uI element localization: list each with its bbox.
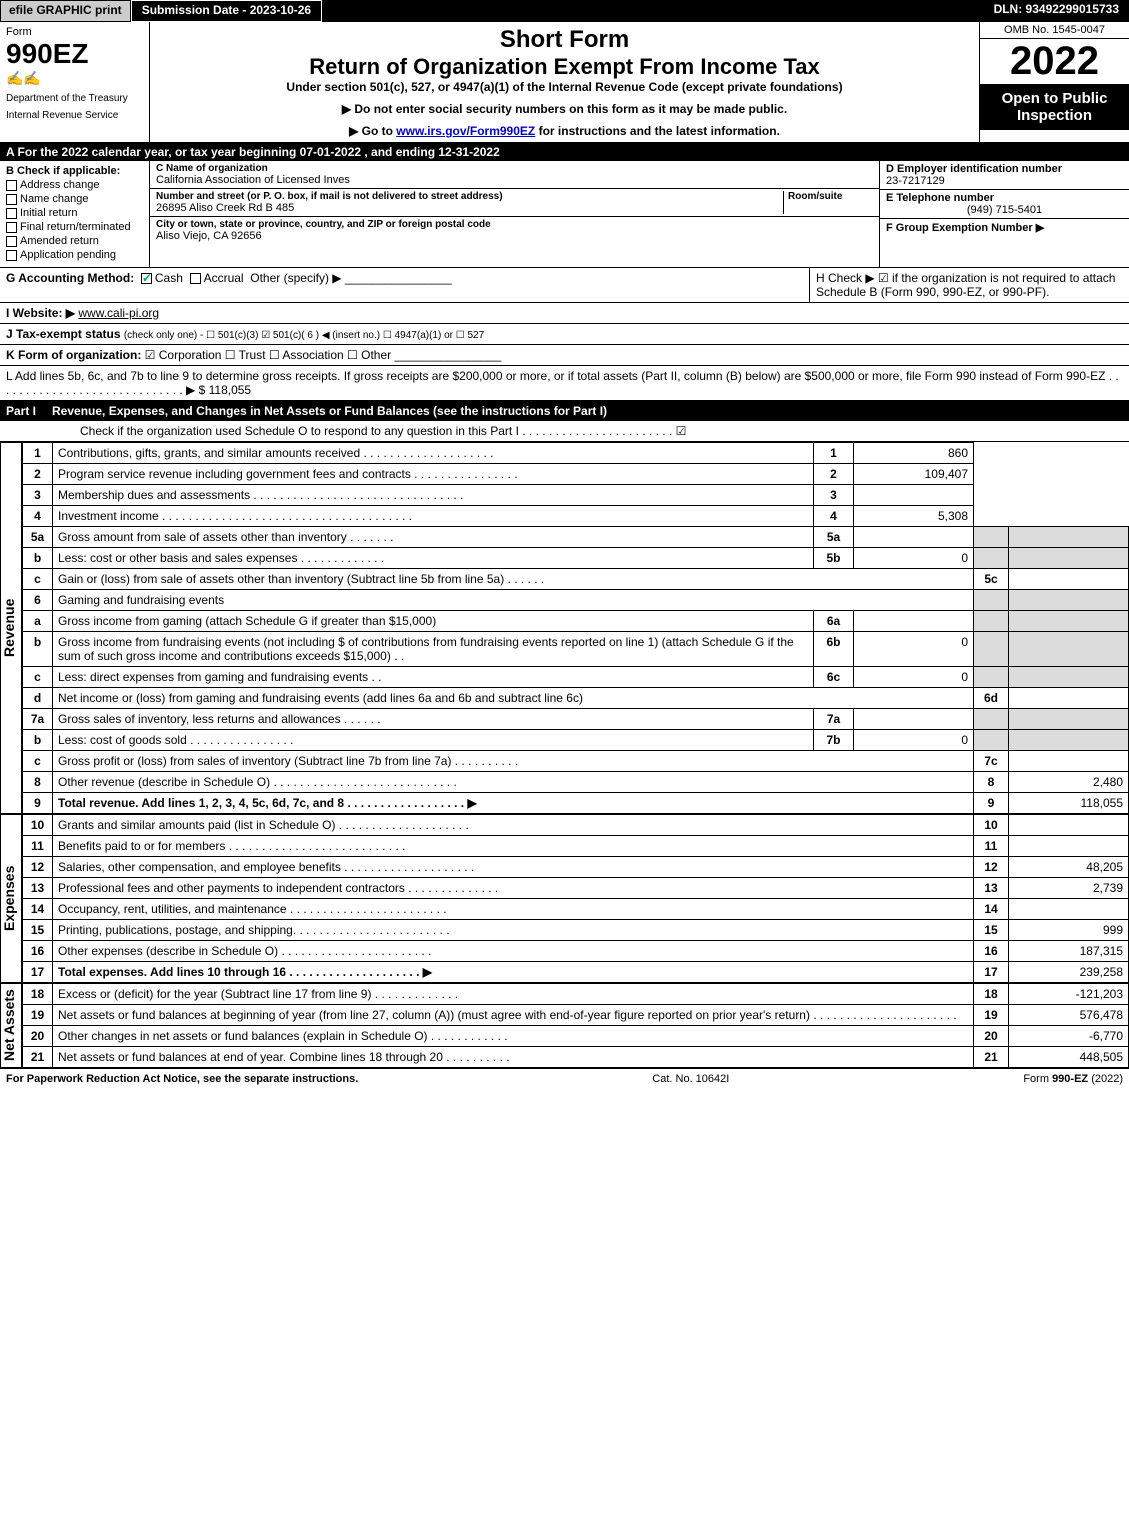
top-bar: efile GRAPHIC print Submission Date - 20… [0,0,1129,22]
group-exemption-label: F Group Exemption Number ▶ [886,221,1123,234]
check-cash[interactable] [141,273,152,284]
expenses-side-label: Expenses [0,814,22,983]
expenses-table: 10Grants and similar amounts paid (list … [22,814,1129,983]
addr-label: Number and street (or P. O. box, if mail… [156,191,783,202]
org-address: 26895 Aliso Creek Rd B 485 [156,202,783,214]
ein-value: 23-7217129 [886,175,1123,187]
check-amended-return[interactable]: Amended return [6,235,143,247]
check-initial-return[interactable]: Initial return [6,207,143,219]
website-label: I Website: ▶ [6,306,75,320]
footer-right: Form 990-EZ (2022) [1023,1073,1123,1085]
phone-label: E Telephone number [886,192,1123,204]
ssn-warning: ▶ Do not enter social security numbers o… [160,102,969,116]
footer-center: Cat. No. 10642I [652,1073,729,1085]
footer-left: For Paperwork Reduction Act Notice, see … [6,1073,358,1085]
open-inspection: Open to Public Inspection [980,84,1129,130]
form-title: Return of Organization Exempt From Incom… [160,54,969,80]
part1-label: Part I [6,404,52,418]
part1-title: Revenue, Expenses, and Changes in Net As… [52,404,1123,418]
netassets-side-label: Net Assets [0,983,22,1068]
section-b-label: B Check if applicable: [6,165,143,177]
section-bcdef: B Check if applicable: Address change Na… [0,161,1129,268]
revenue-table: 1Contributions, gifts, grants, and simil… [22,442,1129,814]
irs-link[interactable]: www.irs.gov/Form990EZ [396,124,535,138]
revenue-side-label: Revenue [0,442,22,814]
goto-pre: ▶ Go to [349,124,396,138]
form-header: Form 990EZ ✍✍ Department of the Treasury… [0,22,1129,143]
room-label: Room/suite [788,191,873,202]
goto-post: for instructions and the latest informat… [535,124,780,138]
short-form-title: Short Form [160,26,969,54]
check-name-change[interactable]: Name change [6,193,143,205]
tax-exempt-detail: (check only one) - ☐ 501(c)(3) ☑ 501(c)(… [124,330,484,341]
tax-exempt-label: J Tax-exempt status [6,327,121,341]
section-h: H Check ▶ ☑ if the organization is not r… [809,268,1129,302]
form-label: Form [6,26,143,38]
org-name: California Association of Licensed Inves [156,174,873,186]
form-org-opts: ☑ Corporation ☐ Trust ☐ Association ☐ Ot… [145,348,391,362]
page-footer: For Paperwork Reduction Act Notice, see … [0,1068,1129,1089]
dept-treasury: Department of the Treasury [6,93,143,104]
section-a: A For the 2022 calendar year, or tax yea… [0,143,1129,161]
dept-irs: Internal Revenue Service [6,110,143,121]
section-l-value: $ 118,055 [199,383,252,397]
tax-year: 2022 [980,39,1129,84]
check-accrual[interactable] [190,273,201,284]
under-section: Under section 501(c), 527, or 4947(a)(1)… [160,80,969,94]
phone-value: (949) 715-5401 [886,204,1123,216]
schedule-o-check: Check if the organization used Schedule … [0,421,1129,442]
check-address-change[interactable]: Address change [6,179,143,191]
part1-header: Part I Revenue, Expenses, and Changes in… [0,401,1129,421]
form-org-label: K Form of organization: [6,348,141,362]
efile-print-button[interactable]: efile GRAPHIC print [0,0,131,22]
city-label: City or town, state or province, country… [156,219,873,230]
ein-label: D Employer identification number [886,163,1123,175]
submission-date: Submission Date - 2023-10-26 [131,0,322,22]
org-name-label: C Name of organization [156,163,873,174]
section-l-text: L Add lines 5b, 6c, and 7b to line 9 to … [6,369,1119,397]
accounting-label: G Accounting Method: [6,271,134,285]
check-application-pending[interactable]: Application pending [6,249,143,261]
netassets-table: 18Excess or (deficit) for the year (Subt… [22,983,1129,1068]
form-number: 990EZ [6,38,143,70]
check-final-return[interactable]: Final return/terminated [6,221,143,233]
dln-label: DLN: 93492299015733 [984,0,1129,22]
website-value: www.cali-pi.org [78,306,159,320]
goto-link-line: ▶ Go to www.irs.gov/Form990EZ for instru… [160,124,969,138]
org-city: Aliso Viejo, CA 92656 [156,230,873,242]
omb-number: OMB No. 1545-0047 [980,22,1129,39]
